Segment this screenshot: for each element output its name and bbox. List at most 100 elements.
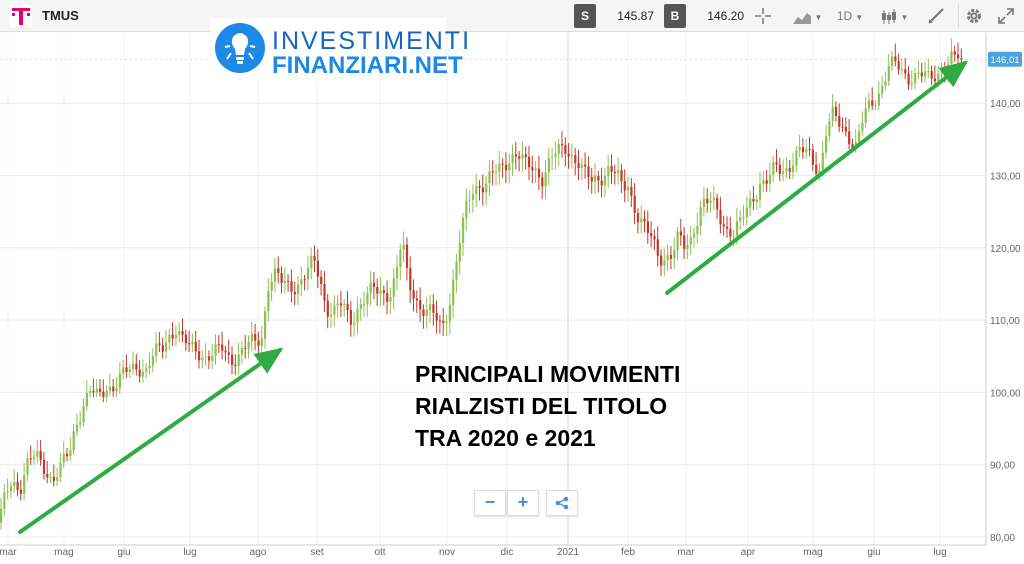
candle-body [273,268,277,282]
candle-body [181,331,184,335]
draw-tools-button[interactable] [922,4,950,28]
buy-price-box[interactable]: B 146.20 [664,4,748,28]
candle-body [171,334,174,339]
candle-body [99,388,102,392]
candle-body [29,458,32,460]
candle-body [155,343,158,357]
candle-body [603,175,607,186]
candle-body [485,183,488,193]
last-price-tag [988,51,1022,67]
candle-body [349,310,352,325]
candle-body [792,165,795,172]
candle-body [511,154,514,164]
candle-body [561,143,564,146]
candle-body [495,171,498,173]
candle-body [62,453,65,463]
candle-body [528,157,531,168]
trend-arrow-2021-head [938,60,969,88]
candle-body [475,185,478,195]
fullscreen-icon [998,8,1014,24]
crosshair-button[interactable] [750,4,776,28]
candle-body [630,186,633,196]
candle-body [900,69,904,71]
candle-body [386,293,389,302]
candle-body [828,121,831,137]
candle-body [151,356,154,366]
candle-body [290,281,293,292]
candle-body [254,334,257,341]
candle-body [320,276,323,284]
candle-body [379,290,382,294]
candle-body [650,233,653,237]
candle-body [821,152,824,171]
candle-body [412,290,415,299]
trend-arrow-2020-head [253,347,284,374]
candle-body [768,174,772,184]
candle-body [887,66,890,82]
candle-body [699,207,702,226]
candle-body [36,451,39,457]
chevron-down-icon: ▼ [900,13,909,22]
candle-body [303,279,306,281]
candle-body [594,175,597,182]
candle-body [95,388,98,393]
candle-body [422,309,425,316]
candle-body [452,279,455,305]
candle-body [448,304,451,322]
candle-body [188,343,191,345]
candle-body [663,260,666,266]
candle-body [326,300,329,317]
zoom-in-button[interactable]: + [507,490,539,516]
candle-body [267,290,270,312]
x-tick-label: ago [250,547,267,558]
chart-style-button[interactable]: ▼ [788,4,826,28]
candle-body [488,171,491,184]
candle-body [683,235,686,249]
zoom-out-button[interactable]: − [474,490,506,516]
candle-body [419,300,422,310]
candle-body [755,199,758,202]
candle-body [590,177,593,182]
sell-tag: S [574,4,596,28]
drawing-tools-icon [928,8,944,24]
candle-body [201,357,204,361]
candle-body [924,71,927,77]
price-chart[interactable]: 80,00 90,00 100,00 110,00 120,00 130,00 140,00… [0,33,1024,564]
fullscreen-button[interactable] [994,4,1018,28]
candle-body [435,312,438,321]
x-tick-label: set [310,547,324,558]
candle-body [369,282,372,294]
interval-button[interactable]: 1D ▼ [834,4,866,28]
candle-body [623,181,626,191]
candle-body [244,347,247,349]
candle-body [907,73,910,85]
candle-body [16,481,19,490]
caption-line-2: RIALZISTI DEL TITOLO [415,393,668,419]
candle-body [557,143,560,154]
sell-price-box[interactable]: S 145.87 [574,4,658,28]
candle-body [389,297,392,302]
candle-body [297,284,300,295]
settings-button[interactable] [962,4,986,28]
candle-body [782,171,785,174]
candle-body [366,293,369,305]
candle-body [66,453,69,457]
candle-body [547,157,550,173]
area-chart-icon [792,12,811,24]
candle-body [706,198,709,204]
candle-body [359,304,362,309]
candles-button[interactable]: ▼ [876,4,912,28]
candle-body [165,342,168,352]
candle-body [508,163,511,171]
candle-body [6,491,9,493]
candle-body [772,162,775,175]
x-tick-label: nov [439,547,455,558]
candle-body [567,153,570,157]
candle-body [841,126,844,128]
candle-body [310,256,313,269]
candle-body [940,73,943,75]
candle-body [141,371,145,377]
share-button[interactable] [546,490,578,516]
candle-body [627,186,630,191]
candle-body [570,155,574,157]
